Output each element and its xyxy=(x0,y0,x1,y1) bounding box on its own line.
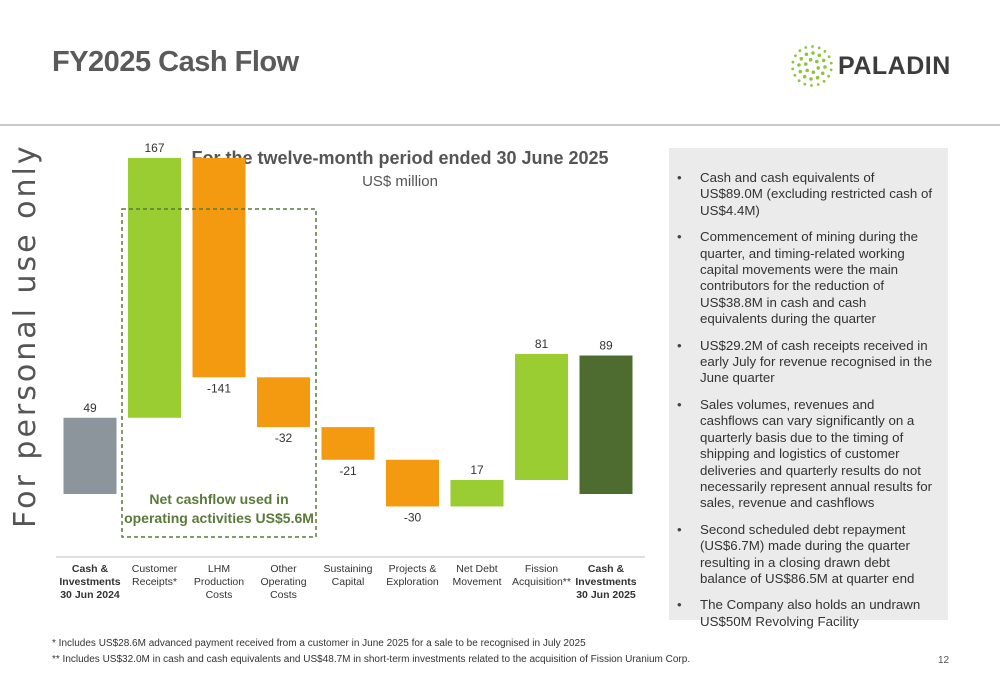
logo-dot xyxy=(803,82,807,86)
logo-dot xyxy=(808,57,813,62)
data-label-1: 167 xyxy=(144,141,164,155)
logo-dot xyxy=(804,52,809,57)
logo-dot xyxy=(802,74,807,79)
commentary-panel: Cash and cash equivalents of US$89.0M (e… xyxy=(669,148,948,629)
logo-dot xyxy=(817,46,821,50)
page-title: FY2025 Cash Flow xyxy=(52,46,299,78)
bullet-item: Second scheduled debt repayment (US$6.7M… xyxy=(677,522,934,588)
logo-dot xyxy=(820,71,825,76)
bar-1 xyxy=(128,157,181,418)
logo-dot xyxy=(821,58,826,63)
data-label-8: 89 xyxy=(599,339,613,353)
x-tick-label-0: Cash & Investments 30 Jun 2024 xyxy=(59,563,121,601)
logo-dot xyxy=(804,62,808,66)
data-label-6: 17 xyxy=(470,463,484,477)
logo-dot xyxy=(829,61,833,65)
callout-box xyxy=(121,208,317,538)
logo-dot xyxy=(822,79,826,83)
waterfall-chart: 49 167 -141 -32 -21 -30 17 81 89 xyxy=(56,141,645,558)
data-label-0: 49 xyxy=(83,401,97,415)
bullet-item: The Company also holds an undrawn US$50M… xyxy=(677,597,934,630)
logo-dot xyxy=(794,54,797,58)
logo-dot xyxy=(811,45,814,48)
bar-3 xyxy=(257,377,310,428)
bar-7 xyxy=(515,353,568,480)
chart-title: For the twelve-month period ended 30 Jun… xyxy=(191,148,609,168)
logo-dot xyxy=(805,68,809,73)
logo-dot xyxy=(797,79,801,82)
x-tick-label-2: LHM Production Costs xyxy=(193,563,245,601)
data-label-5: -30 xyxy=(404,510,422,524)
logo-dot xyxy=(791,67,795,71)
logo-dot xyxy=(798,69,803,74)
data-label-2: -141 xyxy=(207,381,231,395)
logo-dot xyxy=(827,55,831,59)
logo-dot xyxy=(810,84,813,87)
bar-6 xyxy=(450,479,504,507)
bar-2 xyxy=(192,157,246,378)
header-divider xyxy=(0,124,1000,126)
bar-0 xyxy=(63,417,117,494)
logo-dot xyxy=(817,53,822,58)
logo-dot xyxy=(816,83,820,86)
data-label-3: -32 xyxy=(275,431,293,445)
logo-dot xyxy=(798,49,802,53)
logo-text: PALADIN xyxy=(838,52,951,80)
bar-4 xyxy=(321,427,375,460)
logo-dot xyxy=(811,51,815,55)
x-tick-label-6: Net Debt Movement xyxy=(452,563,502,588)
logo-dot xyxy=(823,65,827,69)
logo-dot xyxy=(815,59,819,64)
logo-dot xyxy=(823,50,827,53)
bullet-item: Cash and cash equivalents of US$89.0M (e… xyxy=(677,170,934,219)
logo-dot xyxy=(804,46,808,49)
logo-dot xyxy=(811,70,816,75)
chart-subtitle: US$ million xyxy=(362,173,438,190)
x-tick-label-7: Fission Acquisition** xyxy=(512,563,571,588)
logo-dot xyxy=(809,77,813,81)
page-number: 12 xyxy=(938,655,950,666)
callout-line-2: operating activities US$5.6M xyxy=(124,510,314,526)
x-tick-label-8: Cash & Investments 30 Jun 2025 xyxy=(575,563,637,601)
x-tick-label-5: Projects & Exploration xyxy=(386,563,439,588)
bar-5 xyxy=(386,459,439,507)
logo-dot xyxy=(793,73,797,77)
footnote-1: * Includes US$28.6M advanced payment rec… xyxy=(52,638,586,649)
footnote-2: ** Includes US$32.0M in cash and cash eq… xyxy=(52,654,691,665)
logo-dot xyxy=(816,66,820,70)
logo-dot xyxy=(827,74,830,78)
x-tick-label-3: Other Operating Costs xyxy=(260,563,307,601)
bullet-item: Sales volumes, revenues and cashflows ca… xyxy=(677,397,934,512)
x-tick-label-1: Customer Receipts* xyxy=(131,563,178,588)
company-logo: PALADIN xyxy=(790,36,960,96)
paladin-logo-icon xyxy=(791,45,833,87)
data-label-4: -21 xyxy=(339,464,357,478)
logo-dot xyxy=(797,63,801,67)
logo-dot xyxy=(799,56,804,61)
bullet-item: Commencement of mining during the quarte… xyxy=(677,229,934,327)
operating-cashflow-callout: Net cashflow used in operating activitie… xyxy=(124,490,314,528)
logo-dot xyxy=(791,60,795,64)
logo-dot xyxy=(829,68,833,72)
data-label-7: 81 xyxy=(535,337,549,351)
x-tick-label-4: Sustaining Capital xyxy=(323,563,373,588)
logo-dot xyxy=(815,75,820,80)
bullet-item: US$29.2M of cash receipts received in ea… xyxy=(677,338,934,387)
bar-8 xyxy=(579,355,633,494)
callout-line-1: Net cashflow used in xyxy=(149,491,289,507)
